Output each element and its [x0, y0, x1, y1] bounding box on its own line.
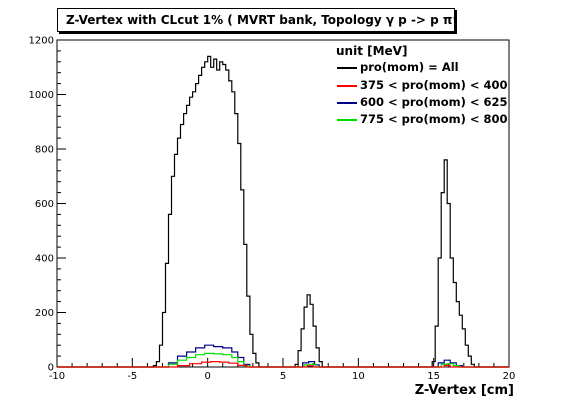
x-tick-label: 5	[280, 371, 286, 382]
legend-swatch-600-625	[337, 101, 357, 104]
x-tick-label: 0	[204, 371, 210, 382]
y-tick-label: 1000	[29, 90, 54, 101]
chart-title: Z-Vertex with CLcut 1% ( MVRT bank, Topo…	[57, 8, 455, 32]
legend-entry-775-800: 775 < pro(mom) < 800	[337, 112, 507, 126]
legend-entry-600-625: 600 < pro(mom) < 625	[337, 95, 507, 109]
series-line-2	[57, 344, 509, 368]
y-tick-label: 400	[35, 254, 54, 265]
legend-label-775-800: 775 < pro(mom) < 800	[360, 112, 508, 126]
legend-swatch-775-800	[337, 118, 357, 121]
legend-label-375-400: 375 < pro(mom) < 400	[360, 78, 508, 92]
y-tick-label: 200	[35, 308, 54, 319]
legend-label-all: pro(mom) = All	[360, 60, 459, 74]
x-axis-title: Z-Vertex [cm]	[414, 383, 514, 398]
legend-entry-375-400: 375 < pro(mom) < 400	[337, 78, 507, 92]
x-tick-label: 15	[427, 371, 440, 382]
x-tick-label: 10	[352, 371, 365, 382]
y-tick-label: 1200	[29, 36, 54, 47]
legend-swatch-375-400	[337, 84, 357, 87]
legend-label-600-625: 600 < pro(mom) < 625	[360, 95, 508, 109]
y-tick-label: 0	[48, 363, 54, 374]
y-tick-label: 600	[35, 199, 54, 210]
x-tick-label: 20	[503, 371, 516, 382]
legend-entry-all: pro(mom) = All	[337, 60, 459, 74]
y-tick-label: 800	[35, 145, 54, 156]
x-tick-label: -10	[49, 371, 65, 382]
series-line-3	[57, 352, 509, 368]
series-line-0	[57, 55, 509, 368]
series-line-1	[57, 361, 509, 368]
legend-swatch-all	[337, 66, 357, 69]
legend-title: unit [MeV]	[336, 44, 408, 58]
x-tick-label: -5	[127, 371, 137, 382]
